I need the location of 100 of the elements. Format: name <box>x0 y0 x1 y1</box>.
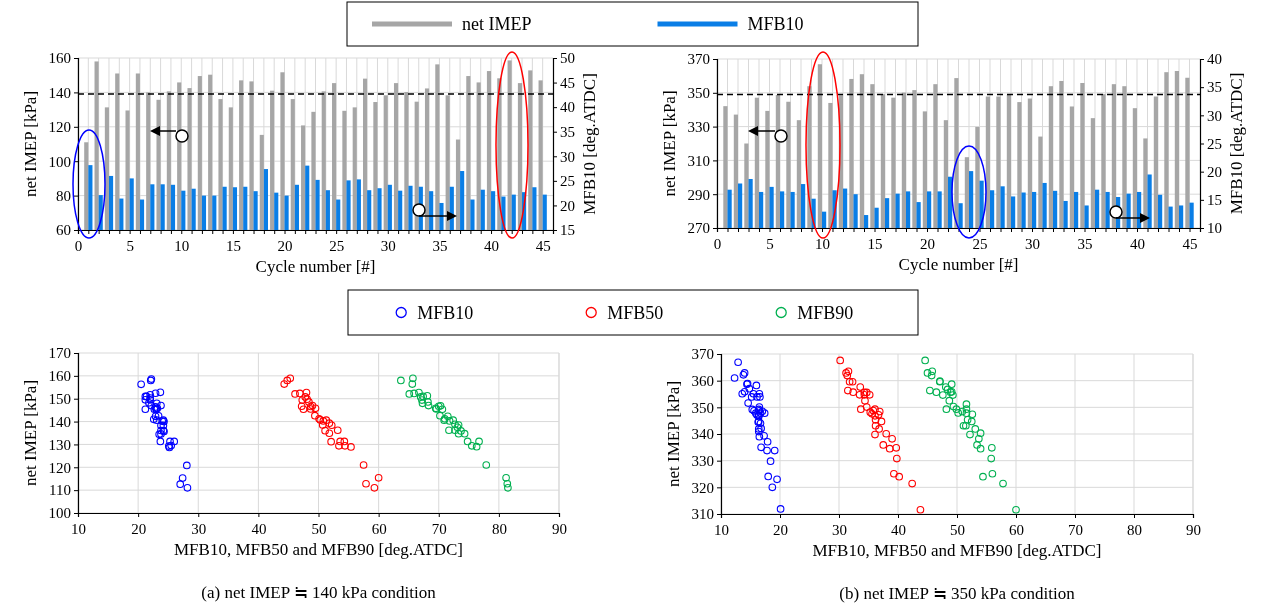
point <box>979 472 987 481</box>
x-tick-label: 20 <box>277 237 293 254</box>
y-axis-title: net IMEP [kPa] <box>660 90 679 197</box>
point <box>763 437 772 446</box>
point <box>321 426 329 435</box>
point <box>973 441 981 449</box>
point <box>297 402 306 411</box>
point <box>764 472 773 481</box>
point <box>958 407 967 416</box>
point <box>482 461 491 469</box>
point <box>755 403 764 411</box>
y2-tick-label: 20 <box>560 197 575 214</box>
point <box>871 416 880 424</box>
y-tick-label: 160 <box>48 368 71 385</box>
point <box>336 437 344 446</box>
point <box>178 474 187 482</box>
point <box>849 388 858 396</box>
y-tick-label: 170 <box>48 345 71 362</box>
x-tick-label: 70 <box>1068 521 1083 538</box>
point <box>974 434 983 443</box>
point <box>926 386 934 395</box>
y-tick-label: 330 <box>687 118 710 135</box>
x-tick-label: 90 <box>1186 521 1201 538</box>
point <box>475 437 483 446</box>
point <box>303 395 311 404</box>
x-tick-label: 30 <box>191 520 207 537</box>
point <box>291 390 299 398</box>
point <box>347 443 355 451</box>
point <box>856 383 865 391</box>
point <box>141 405 150 414</box>
x-tick-label: 15 <box>225 237 241 254</box>
point <box>892 444 901 452</box>
point <box>305 398 313 406</box>
point <box>454 429 463 438</box>
point <box>157 426 165 435</box>
point <box>968 410 977 419</box>
y-tick-label: 360 <box>691 372 714 389</box>
y2-tick-label: 40 <box>1207 51 1222 68</box>
point <box>454 421 463 429</box>
y-tick-label: 140 <box>48 84 71 101</box>
x-tick-label: 80 <box>1127 521 1142 538</box>
point <box>424 401 433 410</box>
point <box>734 358 742 367</box>
y2-tick-label: 25 <box>560 173 575 190</box>
x-tick-label: 15 <box>867 235 883 252</box>
y-tick-label: 350 <box>687 85 710 102</box>
point <box>879 441 888 449</box>
point <box>747 393 756 401</box>
point <box>472 442 481 451</box>
point <box>773 475 781 484</box>
point <box>892 454 901 463</box>
point <box>299 405 308 414</box>
y2-tick-label: 35 <box>1207 79 1222 96</box>
point <box>942 405 951 414</box>
x-axis-title: MFB10, MFB50 and MFB90 [deg.ATDC] <box>812 541 1102 560</box>
point <box>449 416 458 425</box>
point <box>170 437 179 446</box>
point <box>445 426 453 435</box>
y-tick-label: 270 <box>687 220 710 237</box>
point <box>141 396 150 404</box>
point <box>502 473 510 482</box>
point <box>895 472 904 481</box>
point <box>322 416 331 425</box>
point <box>302 388 311 397</box>
point <box>152 416 161 425</box>
point <box>283 376 292 385</box>
point <box>176 480 185 489</box>
y2-tick-label: 10 <box>1207 220 1222 237</box>
point <box>862 403 871 411</box>
text: (b) net IMEP ≒ 350 kPa condition <box>839 584 1076 603</box>
point <box>755 432 764 441</box>
point <box>954 409 963 417</box>
point <box>457 427 465 435</box>
x-tick-label: 30 <box>380 237 396 254</box>
point <box>976 444 985 453</box>
y-tick-label: 140 <box>48 413 71 430</box>
point <box>908 479 917 488</box>
y2-tick-label: 35 <box>560 124 575 141</box>
point <box>921 356 929 365</box>
point <box>949 402 958 411</box>
point <box>182 461 191 470</box>
y2-axis-title: MFB10 [deg.ATDC] <box>580 73 599 215</box>
point <box>445 417 454 425</box>
y-tick-label: 310 <box>687 152 710 169</box>
y-tick-label: 100 <box>48 153 71 170</box>
x-tick-label: 40 <box>484 237 500 254</box>
y-tick-label: 130 <box>48 436 71 453</box>
x-tick-label: 10 <box>815 235 830 252</box>
legend-label: MFB10 <box>747 14 804 34</box>
x-tick-label: 60 <box>371 520 387 537</box>
point <box>760 432 768 440</box>
point <box>451 426 459 435</box>
point <box>438 405 447 414</box>
point <box>166 437 174 446</box>
point <box>885 444 894 453</box>
point <box>301 393 310 401</box>
point <box>848 377 857 386</box>
point <box>976 429 985 438</box>
point <box>318 421 327 429</box>
point <box>875 407 884 416</box>
